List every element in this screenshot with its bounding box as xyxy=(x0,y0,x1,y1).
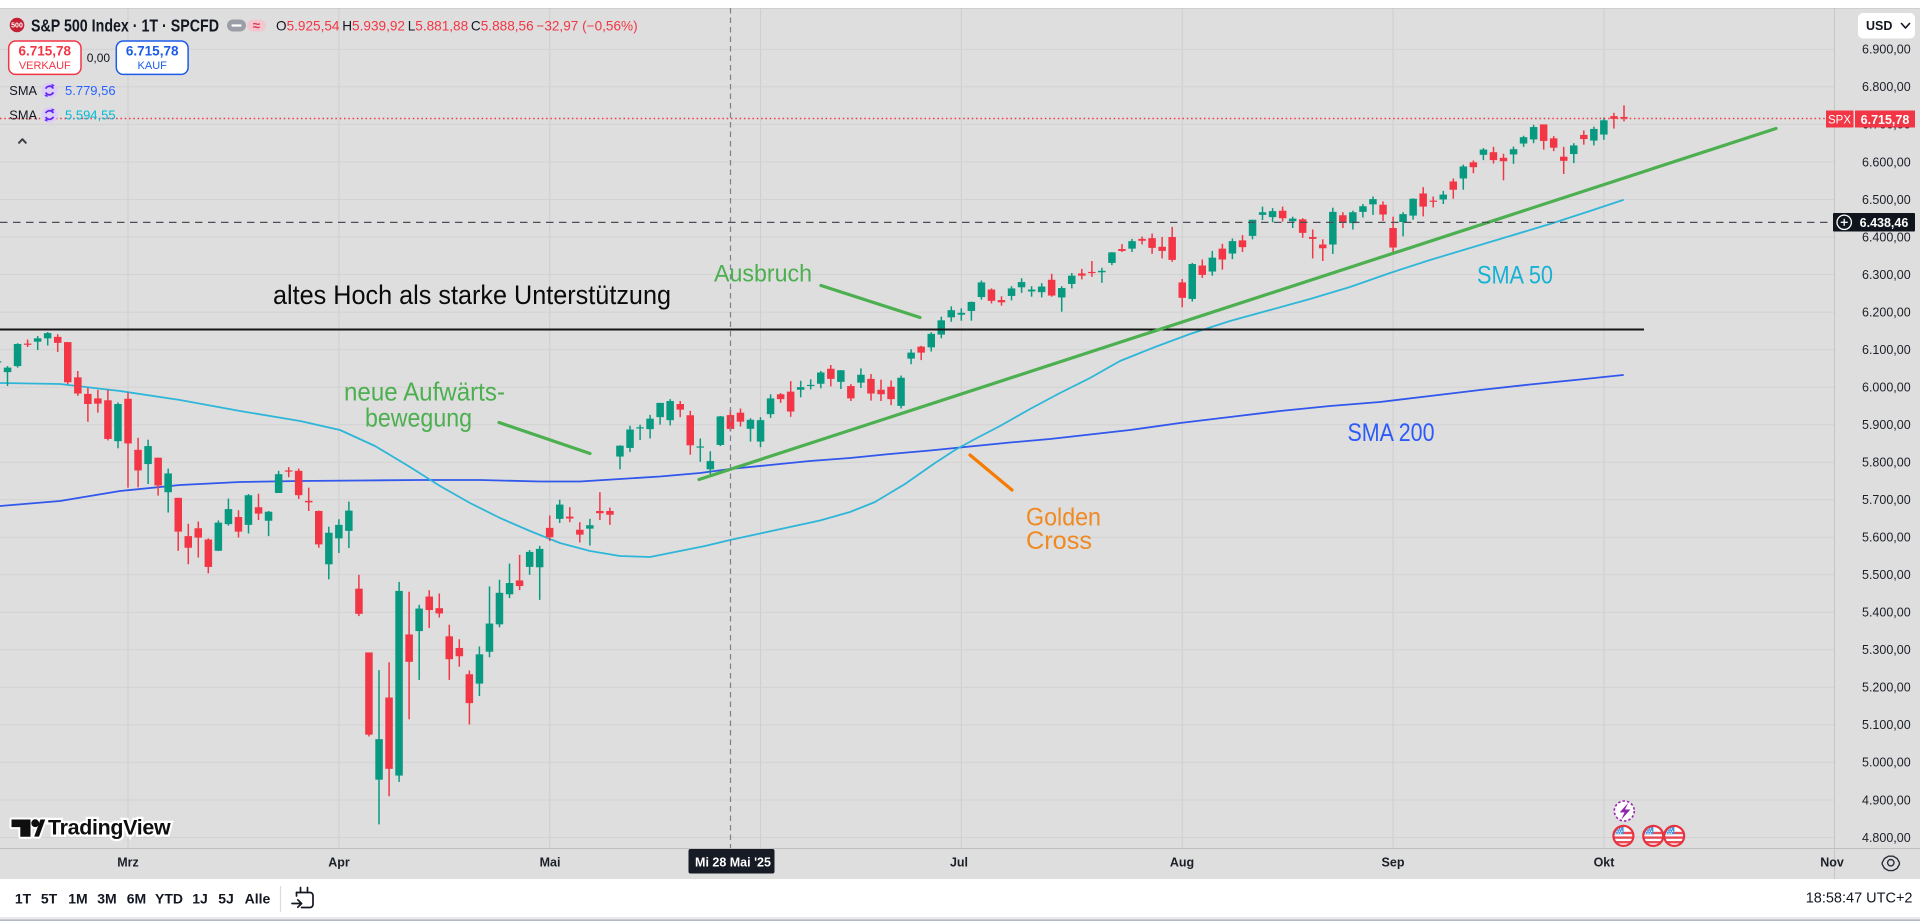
svg-text:SMA: SMA xyxy=(9,83,37,98)
svg-text:bewegung: bewegung xyxy=(365,403,472,433)
svg-text:VERKAUF: VERKAUF xyxy=(19,60,71,72)
svg-text:4.800,00: 4.800,00 xyxy=(1862,831,1911,845)
svg-text:18:58:47 UTC+2: 18:58:47 UTC+2 xyxy=(1806,891,1913,907)
svg-text:Cross: Cross xyxy=(1026,527,1092,555)
svg-text:5.100,00: 5.100,00 xyxy=(1862,718,1911,732)
svg-text:TradingView: TradingView xyxy=(48,816,171,840)
svg-text:SPX: SPX xyxy=(1828,115,1851,127)
svg-text:Alle: Alle xyxy=(245,891,271,907)
svg-text:0,00: 0,00 xyxy=(87,51,111,65)
svg-text:5.400,00: 5.400,00 xyxy=(1862,606,1911,620)
svg-text:5.594,55: 5.594,55 xyxy=(65,108,116,123)
svg-text:500: 500 xyxy=(11,23,23,30)
svg-text:6.300,00: 6.300,00 xyxy=(1862,268,1911,282)
svg-text:5T: 5T xyxy=(41,891,58,907)
svg-text:Mai: Mai xyxy=(540,856,561,870)
svg-text:Aug: Aug xyxy=(1170,856,1194,870)
svg-text:1M: 1M xyxy=(68,891,87,907)
svg-text:6.715,78: 6.715,78 xyxy=(126,44,179,59)
svg-text:6.500,00: 6.500,00 xyxy=(1862,193,1911,207)
svg-text:5.300,00: 5.300,00 xyxy=(1862,643,1911,657)
svg-text:Ausbruch: Ausbruch xyxy=(714,261,812,288)
svg-text:5.500,00: 5.500,00 xyxy=(1862,568,1911,582)
svg-text:Jul: Jul xyxy=(950,856,968,870)
svg-text:5J: 5J xyxy=(218,891,234,907)
svg-text:4.900,00: 4.900,00 xyxy=(1862,793,1911,807)
svg-text:6.900,00: 6.900,00 xyxy=(1862,43,1911,57)
svg-text:6.438,46: 6.438,46 xyxy=(1860,216,1909,230)
svg-text:5.800,00: 5.800,00 xyxy=(1862,456,1911,470)
svg-text:KAUF: KAUF xyxy=(138,60,168,72)
svg-text:6.715,78: 6.715,78 xyxy=(1861,113,1910,127)
svg-text:6.800,00: 6.800,00 xyxy=(1862,80,1911,94)
svg-text:5.200,00: 5.200,00 xyxy=(1862,681,1911,695)
svg-text:1J: 1J xyxy=(192,891,208,907)
svg-text:5.700,00: 5.700,00 xyxy=(1862,493,1911,507)
svg-text:YTD: YTD xyxy=(155,891,183,907)
svg-text:S&P 500 Index · 1T · SPCFD: S&P 500 Index · 1T · SPCFD xyxy=(31,16,219,36)
svg-text:5.779,56: 5.779,56 xyxy=(65,83,116,98)
svg-text:Okt: Okt xyxy=(1594,856,1616,870)
svg-text:6.000,00: 6.000,00 xyxy=(1862,380,1911,394)
svg-text:Apr: Apr xyxy=(328,856,350,870)
svg-text:6M: 6M xyxy=(127,891,146,907)
svg-text:6.200,00: 6.200,00 xyxy=(1862,305,1911,319)
svg-text:Sep: Sep xyxy=(1382,856,1405,870)
svg-text:5.600,00: 5.600,00 xyxy=(1862,531,1911,545)
svg-text:6.400,00: 6.400,00 xyxy=(1862,230,1911,244)
svg-text:3M: 3M xyxy=(97,891,116,907)
svg-text:6.600,00: 6.600,00 xyxy=(1862,155,1911,169)
svg-text:1T: 1T xyxy=(15,891,32,907)
svg-text:6.100,00: 6.100,00 xyxy=(1862,343,1911,357)
svg-text:5.900,00: 5.900,00 xyxy=(1862,418,1911,432)
svg-text:SMA: SMA xyxy=(9,108,37,123)
svg-text:5.000,00: 5.000,00 xyxy=(1862,756,1911,770)
svg-text:Mrz: Mrz xyxy=(117,856,139,870)
svg-text:O5.925,54 H5.939,92 L5.881,88: O5.925,54 H5.939,92 L5.881,88 C5.888,56 … xyxy=(276,19,638,34)
svg-text:6.715,78: 6.715,78 xyxy=(19,44,72,59)
svg-text:Nov: Nov xyxy=(1820,856,1844,870)
svg-text:≈: ≈ xyxy=(253,18,261,33)
svg-text:neue Aufwärts-: neue Aufwärts- xyxy=(344,377,505,407)
svg-text:USD: USD xyxy=(1866,19,1892,33)
svg-text:SMA 200: SMA 200 xyxy=(1348,419,1435,447)
svg-text:Mi 28 Mai '25: Mi 28 Mai '25 xyxy=(695,856,771,870)
svg-text:altes Hoch als starke Unterstü: altes Hoch als starke Unterstützung xyxy=(273,280,671,310)
svg-text:Golden: Golden xyxy=(1026,504,1101,532)
svg-text:SMA 50: SMA 50 xyxy=(1477,262,1553,290)
